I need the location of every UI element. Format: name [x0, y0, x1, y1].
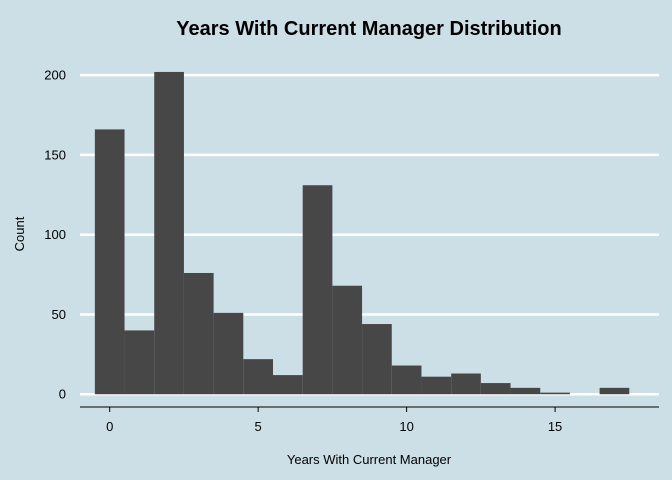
bar-x-2	[154, 71, 184, 395]
bar-x-6	[273, 375, 303, 395]
bar-x-5	[243, 359, 273, 395]
bar-x-0	[94, 129, 125, 395]
bar-x-15	[540, 392, 570, 395]
y-tick-label: 50	[52, 307, 66, 322]
y-tick-label: 100	[44, 227, 66, 242]
bar-x-9	[362, 324, 392, 395]
y-axis-label: Count	[12, 216, 27, 251]
bar-x-3	[183, 272, 214, 395]
bar-x-12	[451, 373, 481, 395]
bar-x-10	[391, 365, 422, 395]
x-tick-label: 15	[548, 419, 562, 434]
x-ticks: 0 5 10 15	[106, 407, 562, 434]
bar-x-11	[421, 376, 452, 395]
bar-x-8	[332, 285, 363, 395]
bars	[94, 71, 630, 395]
y-ticks: 0 50 100 150 200	[44, 68, 66, 402]
x-tick-label: 0	[106, 419, 113, 434]
x-tick-label: 5	[255, 419, 262, 434]
y-tick-label: 150	[44, 147, 66, 162]
x-axis-label: Years With Current Manager	[287, 452, 452, 467]
bar-x-14	[510, 387, 541, 395]
y-tick-label: 0	[59, 387, 66, 402]
y-tick-label: 200	[44, 68, 66, 83]
bar-x-4	[213, 312, 244, 395]
bar-x-1	[124, 330, 155, 395]
x-tick-label: 10	[399, 419, 413, 434]
bar-x-17	[599, 387, 630, 395]
bar-x-7	[302, 185, 333, 395]
bar-x-13	[480, 383, 511, 395]
chart-title: Years With Current Manager Distribution	[176, 18, 561, 40]
